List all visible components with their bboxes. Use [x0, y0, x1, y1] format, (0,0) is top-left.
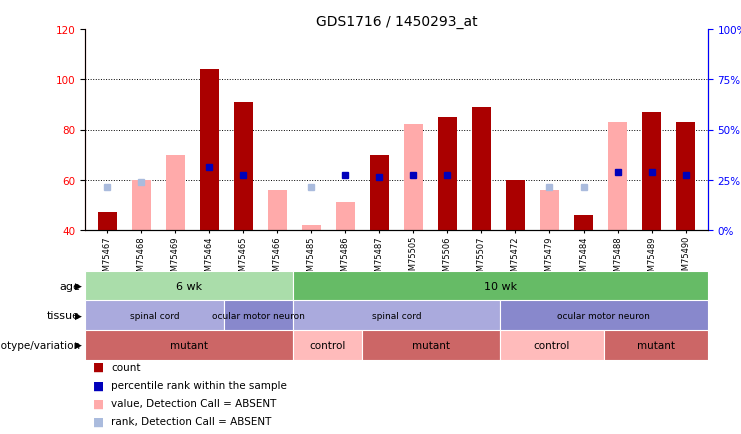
Text: control: control — [309, 340, 345, 350]
Bar — [98, 213, 116, 230]
Text: ■: ■ — [93, 378, 104, 391]
Bar — [234, 190, 253, 230]
Bar — [608, 123, 627, 230]
Text: ■: ■ — [93, 360, 104, 373]
Bar — [540, 190, 559, 230]
Text: ▶: ▶ — [75, 311, 82, 320]
Text: genotype/variation: genotype/variation — [0, 340, 80, 350]
Text: 10 wk: 10 wk — [484, 281, 516, 291]
Text: value, Detection Call = ABSENT: value, Detection Call = ABSENT — [111, 398, 276, 408]
Bar — [166, 155, 185, 230]
Bar — [98, 213, 116, 230]
Bar — [604, 330, 708, 360]
Text: tissue: tissue — [47, 311, 80, 320]
Text: count: count — [111, 362, 141, 372]
Bar — [132, 180, 150, 230]
Bar — [85, 271, 293, 301]
Bar — [642, 113, 661, 230]
Text: ■: ■ — [93, 415, 104, 428]
Text: GDS1716 / 1450293_at: GDS1716 / 1450293_at — [316, 15, 477, 29]
Text: mutant: mutant — [170, 340, 208, 350]
Bar — [85, 301, 224, 330]
Text: ■: ■ — [93, 397, 104, 410]
Bar — [293, 301, 500, 330]
Text: ▶: ▶ — [75, 282, 82, 290]
Bar — [574, 215, 593, 230]
Bar — [404, 125, 423, 230]
Bar — [370, 155, 389, 230]
Bar — [438, 118, 456, 230]
Text: 6 wk: 6 wk — [176, 281, 202, 291]
Text: rank, Detection Call = ABSENT: rank, Detection Call = ABSENT — [111, 417, 271, 426]
Text: mutant: mutant — [637, 340, 675, 350]
Bar — [200, 70, 219, 230]
Bar — [336, 203, 355, 230]
Bar — [302, 225, 321, 230]
Bar — [234, 103, 253, 230]
Bar — [472, 108, 491, 230]
Text: mutant: mutant — [412, 340, 450, 350]
Text: age: age — [59, 281, 80, 291]
Bar — [500, 301, 708, 330]
Text: ▶: ▶ — [75, 341, 82, 349]
Text: percentile rank within the sample: percentile rank within the sample — [111, 380, 287, 390]
Text: control: control — [534, 340, 571, 350]
Bar — [293, 271, 708, 301]
Bar — [293, 330, 362, 360]
Text: spinal cord: spinal cord — [372, 311, 421, 320]
Bar — [362, 330, 500, 360]
Bar — [85, 330, 293, 360]
Bar — [506, 190, 525, 230]
Bar — [268, 190, 287, 230]
Bar — [224, 301, 293, 330]
Bar — [500, 330, 604, 360]
Text: spinal cord: spinal cord — [130, 311, 179, 320]
Bar — [677, 123, 695, 230]
Text: ocular motor neuron: ocular motor neuron — [212, 311, 305, 320]
Text: ocular motor neuron: ocular motor neuron — [557, 311, 651, 320]
Bar — [506, 180, 525, 230]
